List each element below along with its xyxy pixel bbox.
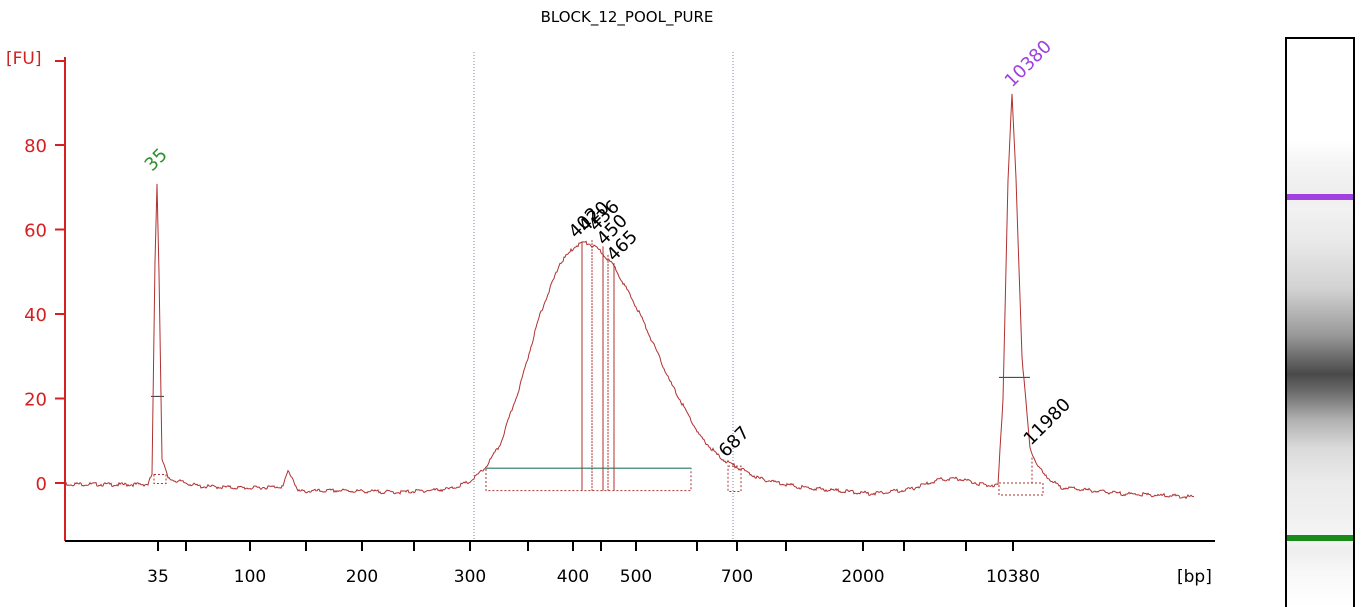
x-tick-label-100: 100 — [234, 567, 266, 587]
electropherogram-chart: BLOCK_12_POOL_PURE [FU] [bp] 0 20 40 60 80 35… — [6, 8, 1215, 587]
x-tick-label-700: 700 — [721, 567, 753, 587]
y-tick-label-40: 40 — [24, 305, 47, 326]
peak-687-box — [727, 465, 742, 492]
chart-title: BLOCK_12_POOL_PURE — [541, 8, 714, 27]
y-axis-label: [FU] — [6, 49, 42, 69]
peak-35-box — [153, 474, 167, 484]
peak-area-markers — [151, 240, 1044, 496]
gel-lane-background — [1287, 39, 1353, 607]
axes: [FU] [bp] 0 20 40 60 80 35 100 200 300 400 500 700 2… — [6, 49, 1215, 587]
x-tick-label-2000: 2000 — [841, 567, 884, 587]
x-tick-label-10380: 10380 — [986, 567, 1040, 587]
trace-line — [64, 93, 1195, 500]
gel-band-upper-marker — [1287, 194, 1353, 200]
gel-lane — [1285, 37, 1355, 607]
y-tick-label-20: 20 — [24, 390, 47, 411]
gel-band-lower-marker — [1287, 535, 1353, 541]
smear-region-box — [485, 467, 692, 492]
y-tick-label-60: 60 — [24, 221, 47, 242]
trace-layer — [64, 93, 1195, 500]
y-tick-label-80: 80 — [24, 136, 47, 157]
peak-label-687: 687 — [715, 422, 754, 461]
y-tick-label-0: 0 — [36, 474, 47, 495]
region-markers — [473, 52, 734, 541]
peak-label-35: 35 — [141, 144, 172, 175]
x-tick-label-35: 35 — [147, 567, 169, 587]
peak-label-10380: 10380 — [1001, 36, 1056, 91]
x-axis-label: [bp] — [1177, 567, 1212, 587]
x-tick-label-500: 500 — [620, 567, 652, 587]
x-tick-label-300: 300 — [454, 567, 486, 587]
x-tick-label-400: 400 — [557, 567, 589, 587]
peak-10380-box — [998, 482, 1044, 496]
x-tick-label-200: 200 — [346, 567, 378, 587]
